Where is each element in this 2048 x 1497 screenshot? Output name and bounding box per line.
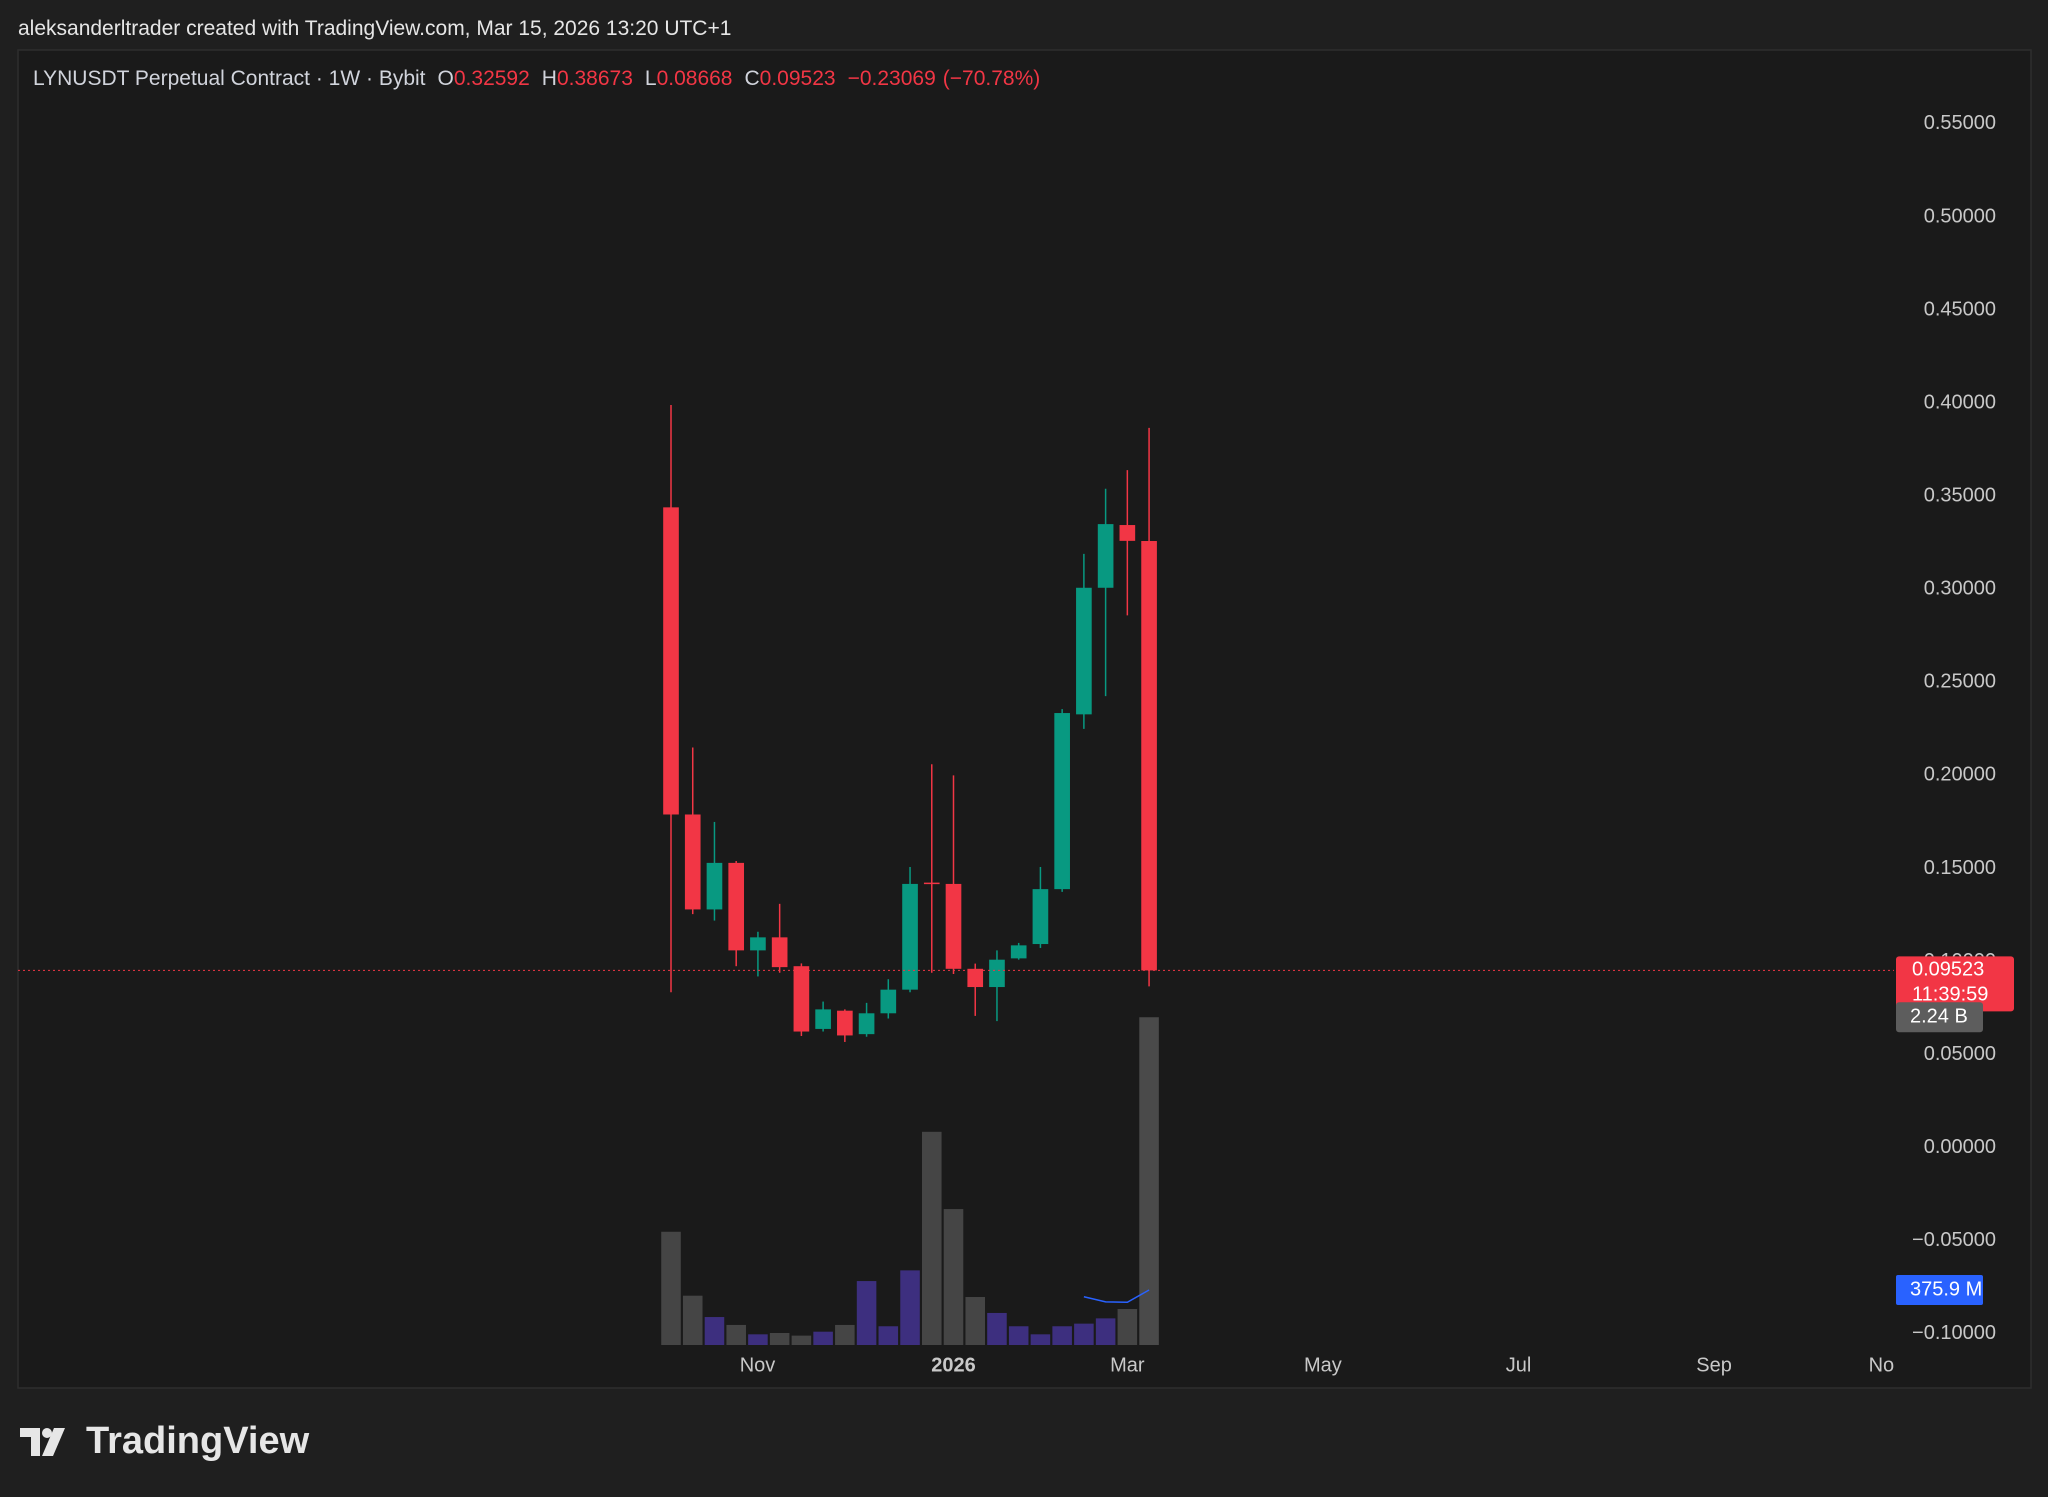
x-tick-label: Mar bbox=[1110, 1354, 1145, 1376]
volume-bar bbox=[1139, 1017, 1159, 1345]
candle-body bbox=[815, 1009, 831, 1029]
volume-bar bbox=[1052, 1326, 1072, 1345]
x-tick-label: 2026 bbox=[931, 1354, 976, 1376]
y-axis: −0.10000−0.050000.000000.050000.100000.1… bbox=[1912, 112, 1996, 1344]
countdown-label: 11:39:59 bbox=[1912, 984, 1988, 1006]
y-tick-label: −0.10000 bbox=[1912, 1322, 1996, 1344]
price-label-box bbox=[1896, 956, 2014, 1012]
brand-name: TradingView bbox=[86, 1420, 310, 1462]
volume-bar bbox=[900, 1270, 920, 1345]
candle-body bbox=[923, 882, 940, 885]
volume-bar bbox=[791, 1335, 812, 1345]
volume-bar bbox=[1095, 1318, 1116, 1345]
candle-body bbox=[1076, 587, 1092, 715]
volume-label: 2.24 B bbox=[1910, 1006, 1968, 1028]
volume-bar bbox=[704, 1317, 725, 1345]
volume-bar bbox=[748, 1334, 768, 1345]
candle-body bbox=[1054, 713, 1070, 890]
y-tick-label: 0.45000 bbox=[1924, 298, 1996, 320]
ohlc-letter: O bbox=[437, 67, 454, 90]
volume-bar bbox=[878, 1326, 899, 1345]
candle-body bbox=[1097, 524, 1114, 588]
volume-bar bbox=[921, 1131, 942, 1345]
volume-label-box bbox=[1896, 1002, 1983, 1033]
candle-body bbox=[706, 862, 723, 910]
ma-label: 375.9 M bbox=[1910, 1278, 1982, 1300]
candle-body bbox=[902, 883, 918, 990]
candle-body bbox=[880, 989, 897, 1014]
change-percent: (−70.78%) bbox=[942, 67, 1041, 90]
ohlc-value: 0.08668 bbox=[656, 67, 733, 90]
x-tick-label: Sep bbox=[1696, 1354, 1732, 1376]
change-value: −0.23069 bbox=[847, 67, 936, 90]
candle-body bbox=[750, 937, 766, 951]
y-tick-label: 0.40000 bbox=[1924, 391, 1996, 413]
ma-label-box bbox=[1896, 1274, 1983, 1305]
candle-body bbox=[1032, 889, 1049, 945]
candle-body bbox=[1119, 525, 1136, 541]
legend: LYNUSDT Perpetual Contract · 1W · Bybit O… bbox=[33, 67, 1040, 91]
volume-bar bbox=[813, 1331, 833, 1345]
x-tick-label: Nov bbox=[740, 1354, 776, 1376]
volume-bar bbox=[661, 1231, 681, 1345]
y-tick-label: 0.50000 bbox=[1924, 205, 1996, 227]
candle-body bbox=[837, 1010, 853, 1036]
x-tick-label: May bbox=[1304, 1354, 1342, 1376]
candle-body bbox=[1010, 945, 1027, 959]
y-tick-label: 0.55000 bbox=[1924, 112, 1996, 134]
candle-body bbox=[771, 937, 788, 968]
candle-body bbox=[945, 883, 962, 969]
volume-bar bbox=[769, 1333, 790, 1345]
ohlc-value: 0.09523 bbox=[759, 67, 836, 90]
y-tick-label: 0.00000 bbox=[1924, 1136, 1996, 1158]
candle-body bbox=[684, 814, 701, 910]
ohlc-value: 0.38673 bbox=[556, 67, 633, 90]
volume-bar bbox=[835, 1324, 855, 1345]
y-tick-label: −0.05000 bbox=[1912, 1229, 1996, 1251]
ohlc-letter: C bbox=[744, 67, 760, 90]
y-tick-label: 0.35000 bbox=[1924, 484, 1996, 506]
price-labels: 0.09523 11:39:592.24 B 375.9 M bbox=[1896, 956, 2014, 1305]
volume-bar bbox=[856, 1281, 877, 1345]
volume-bar bbox=[1008, 1326, 1029, 1345]
volume-bar bbox=[943, 1209, 964, 1345]
volume-bar bbox=[987, 1312, 1007, 1345]
candle-body bbox=[1141, 541, 1157, 971]
x-axis: Nov 2026 Mar May Jul Sep No bbox=[740, 1354, 1894, 1376]
volume-bar bbox=[726, 1324, 746, 1345]
x-tick-label: Jul bbox=[1506, 1354, 1532, 1376]
price-label: 0.09523 bbox=[1912, 959, 1984, 981]
y-tick-label: 0.20000 bbox=[1924, 764, 1996, 786]
volume-bar bbox=[1117, 1309, 1138, 1345]
candle-body bbox=[793, 966, 810, 1032]
y-tick-label: 0.05000 bbox=[1924, 1043, 1996, 1065]
y-tick-label: 0.30000 bbox=[1924, 578, 1996, 600]
ohlc-letter: L bbox=[644, 67, 657, 90]
volume-bar bbox=[1074, 1323, 1094, 1345]
volume-bar bbox=[965, 1297, 986, 1345]
candle-body bbox=[967, 968, 984, 988]
attribution: aleksanderltrader created with TradingVi… bbox=[18, 17, 732, 40]
symbol: LYNUSDT Perpetual Contract · 1W · Bybit bbox=[33, 67, 426, 90]
chart-pane bbox=[17, 49, 2032, 1389]
y-tick-label: 0.15000 bbox=[1924, 857, 1996, 879]
candle-body bbox=[989, 959, 1005, 988]
volume-bar bbox=[1030, 1334, 1051, 1345]
candle-body bbox=[728, 862, 745, 951]
plot-area bbox=[18, 404, 1894, 1345]
x-tick-label: No bbox=[1869, 1354, 1895, 1376]
volume-bar bbox=[682, 1295, 703, 1345]
candle-body bbox=[858, 1013, 875, 1035]
candle-body bbox=[663, 507, 679, 815]
y-tick-label: 0.25000 bbox=[1924, 671, 1996, 693]
brand-logo bbox=[20, 1428, 65, 1456]
ohlc-letter: H bbox=[541, 67, 557, 90]
ohlc-value: 0.32592 bbox=[453, 67, 530, 90]
volume-ma-line bbox=[1083, 1289, 1150, 1304]
